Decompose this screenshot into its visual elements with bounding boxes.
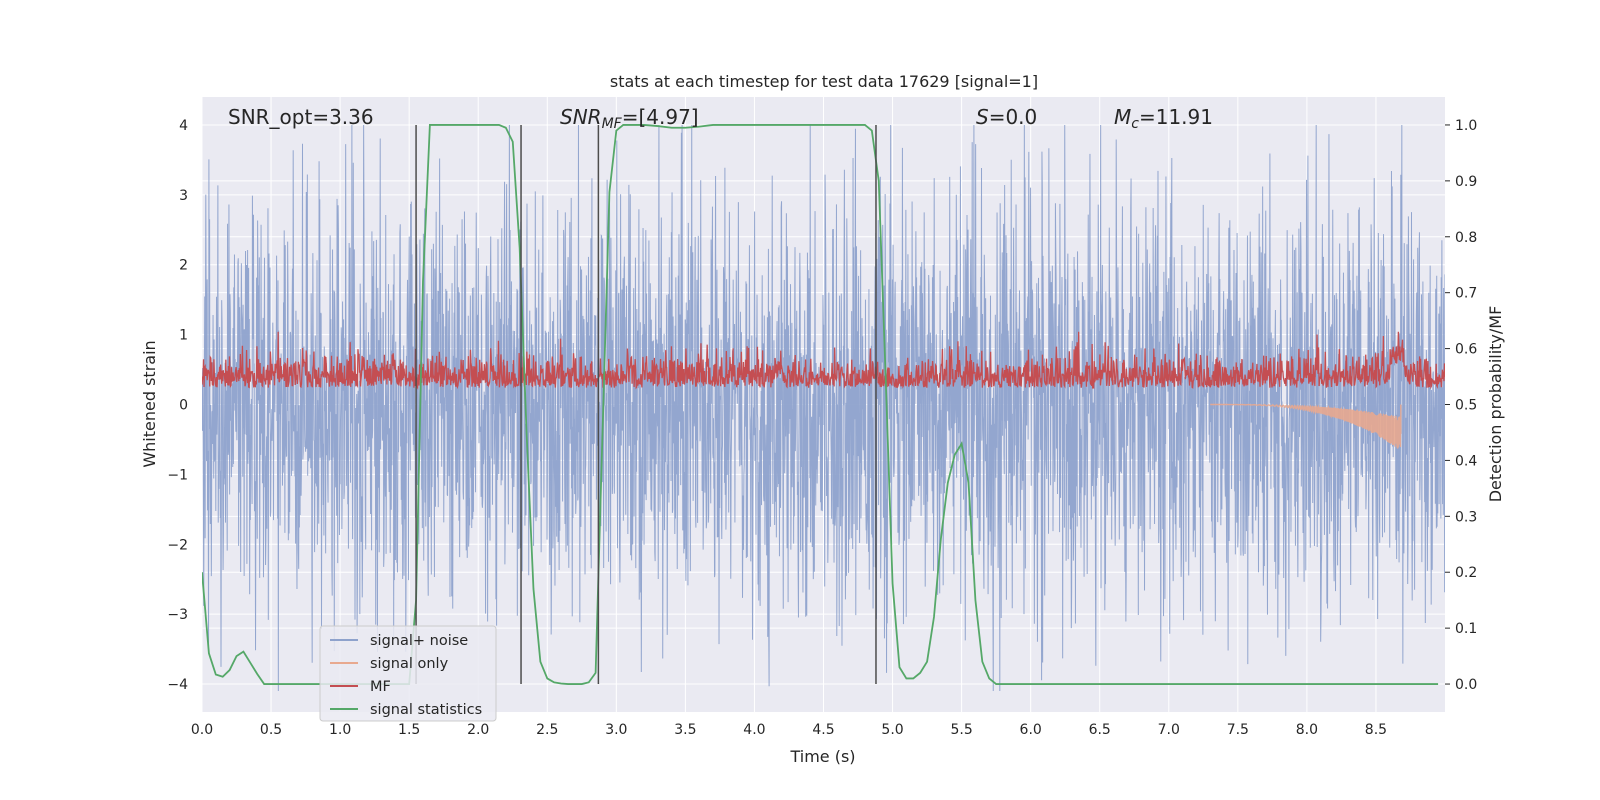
left-y-tick-label: 1 <box>179 328 188 344</box>
series-signal-only <box>1210 403 1402 449</box>
x-tick-label: 3.0 <box>605 722 627 738</box>
left-y-axis-label: Whitened strain <box>140 340 159 467</box>
right-y-axis-label: Detection probability/MF <box>1486 306 1505 503</box>
x-tick-label: 8.0 <box>1296 722 1318 738</box>
right-y-tick-label: 0.1 <box>1455 621 1477 637</box>
right-y-tick-labels: 1.0 0.9 0.8 0.7 0.6 0.5 0.4 0.3 0.2 0.1 0.0 <box>1445 118 1477 693</box>
x-axis-label: Time (s) <box>789 747 855 766</box>
s-value: =0.0 <box>989 105 1038 129</box>
x-tick-label: 5.0 <box>881 722 903 738</box>
legend-label-signal-statistics: signal statistics <box>370 702 482 718</box>
left-y-tick-label: −3 <box>167 607 188 623</box>
x-tick-labels: 0.0 0.5 1.0 1.5 2.0 2.5 3.0 3.5 4.0 4.5 5.0 5.5 6.0 6… <box>191 722 1387 738</box>
x-tick-label: 2.0 <box>467 722 489 738</box>
right-y-tick-label: 0.9 <box>1455 174 1477 190</box>
legend-label-mf: MF <box>370 679 391 695</box>
mc-symbol: M <box>1114 105 1131 129</box>
snr-mf-symbol: SNR <box>560 105 602 129</box>
x-tick-label: 6.0 <box>1020 722 1042 738</box>
snr-mf-subscript: MF <box>602 116 623 132</box>
s-annotation: S=0.0 <box>976 105 1037 129</box>
x-tick-label: 7.0 <box>1158 722 1180 738</box>
legend-label-signal-only: signal only <box>370 656 449 672</box>
right-y-tick-label: 0.6 <box>1455 342 1477 358</box>
left-y-tick-label: 0 <box>179 398 188 414</box>
mc-annotation: Mc=11.91 <box>1114 105 1213 132</box>
right-y-tick-label: 0.0 <box>1455 677 1477 693</box>
x-tick-label: 1.0 <box>329 722 351 738</box>
snr-mf-value: =[4.97] <box>622 105 699 129</box>
right-y-tick-label: 0.7 <box>1455 286 1477 302</box>
legend: signal+ noise signal only MF signal stat… <box>319 625 497 722</box>
right-y-tick-label: 0.3 <box>1455 509 1477 525</box>
right-y-tick-label: 0.8 <box>1455 230 1477 246</box>
x-tick-label: 7.5 <box>1227 722 1249 738</box>
x-tick-label: 6.5 <box>1089 722 1111 738</box>
right-y-tick-label: 1.0 <box>1455 118 1477 134</box>
legend-box <box>319 625 497 722</box>
left-y-tick-label: 4 <box>179 118 188 134</box>
mc-value: =11.91 <box>1139 105 1213 129</box>
x-tick-label: 0.5 <box>260 722 282 738</box>
left-y-tick-label: −4 <box>167 677 188 693</box>
x-tick-label: 2.5 <box>536 722 558 738</box>
left-y-tick-label: −2 <box>167 537 188 553</box>
vertical-markers <box>415 124 877 685</box>
left-y-tick-labels: 4 3 2 1 0 −1 −2 −3 −4 <box>167 118 188 693</box>
chart-title: stats at each timestep for test data 176… <box>610 72 1038 91</box>
series-mf <box>202 331 1445 390</box>
x-tick-label: 4.5 <box>812 722 834 738</box>
left-y-tick-label: 2 <box>179 258 188 274</box>
right-y-tick-label: 0.4 <box>1455 453 1477 469</box>
x-tick-label: 5.5 <box>950 722 972 738</box>
mc-subscript: c <box>1131 116 1139 132</box>
s-symbol: S <box>976 105 989 129</box>
x-tick-label: 8.5 <box>1365 722 1387 738</box>
left-y-tick-label: −1 <box>167 467 188 483</box>
snr-opt-annotation: SNR_opt=3.36 <box>228 105 374 129</box>
right-y-tick-label: 0.2 <box>1455 565 1477 581</box>
left-y-tick-label: 3 <box>179 188 188 204</box>
x-tick-label: 0.0 <box>191 722 213 738</box>
legend-label-signal-noise: signal+ noise <box>370 633 468 649</box>
right-y-tick-label: 0.5 <box>1455 398 1477 414</box>
x-tick-label: 1.5 <box>398 722 420 738</box>
x-tick-label: 3.5 <box>674 722 696 738</box>
snr-mf-annotation: SNRMF=[4.97] <box>560 105 699 132</box>
series-signal-noise <box>202 124 1445 692</box>
x-tick-label: 4.0 <box>743 722 765 738</box>
